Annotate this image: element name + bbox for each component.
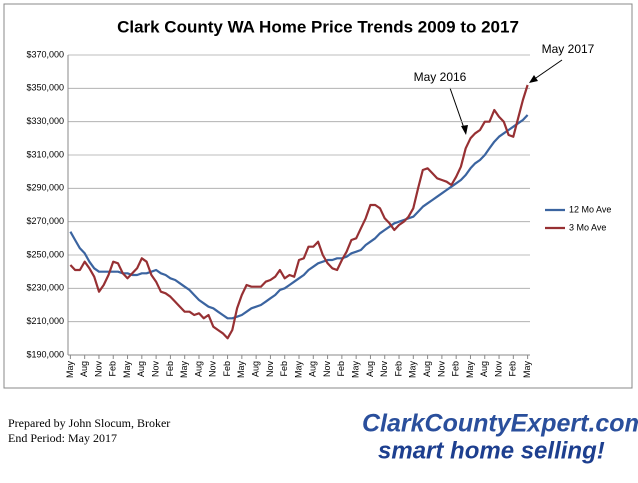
x-tick-label: Aug xyxy=(308,361,318,377)
series-line xyxy=(69,84,529,340)
arrowhead xyxy=(461,125,468,135)
slogan: smart home selling! xyxy=(378,437,605,464)
y-tick-label: $190,000 xyxy=(26,349,64,359)
series-line xyxy=(69,114,529,320)
x-tick-label: Aug xyxy=(136,361,146,377)
x-tick-label: Nov xyxy=(93,361,103,378)
x-tick-label: May xyxy=(465,361,475,379)
arrowhead xyxy=(529,75,538,83)
x-tick-label: May xyxy=(408,361,418,379)
x-tick-label: May xyxy=(351,361,361,379)
x-tick-label: May xyxy=(236,361,246,379)
y-tick-label: $270,000 xyxy=(26,216,64,226)
x-tick-label: Nov xyxy=(150,361,160,378)
x-tick-label: Feb xyxy=(165,361,175,377)
x-tick-label: Nov xyxy=(265,361,275,378)
x-tick-label: Feb xyxy=(451,361,461,377)
y-tick-label: $310,000 xyxy=(26,149,64,159)
legend-label: 3 Mo Ave xyxy=(569,222,606,232)
x-tick-label: May xyxy=(122,361,132,379)
x-tick-label: Feb xyxy=(393,361,403,377)
annotation: May 2016 xyxy=(414,70,467,84)
y-tick-label: $230,000 xyxy=(26,283,64,293)
x-tick-label: Feb xyxy=(222,361,232,377)
x-tick-label: Nov xyxy=(208,361,218,378)
x-tick-label: Nov xyxy=(379,361,389,378)
x-tick-label: Nov xyxy=(493,361,503,378)
x-tick-label: Aug xyxy=(422,361,432,377)
x-tick-label: Feb xyxy=(508,361,518,377)
x-tick-label: Nov xyxy=(436,361,446,378)
annotation: May 2017 xyxy=(542,42,595,56)
x-tick-label: Feb xyxy=(279,361,289,377)
x-tick-label: May xyxy=(522,361,532,379)
y-tick-label: $210,000 xyxy=(26,316,64,326)
chart-frame xyxy=(3,3,633,389)
annotation-arrow xyxy=(449,87,466,132)
x-tick-label: May xyxy=(179,361,189,379)
footer-text: Prepared by John Slocum, Broker xyxy=(8,416,170,430)
x-tick-label: Feb xyxy=(336,361,346,377)
y-tick-label: $350,000 xyxy=(26,83,64,93)
chart-title: Clark County WA Home Price Trends 2009 t… xyxy=(117,17,519,36)
y-tick-label: $250,000 xyxy=(26,249,64,259)
annotation-arrow xyxy=(532,59,563,81)
x-tick-label: May xyxy=(293,361,303,379)
x-tick-label: Aug xyxy=(193,361,203,377)
x-tick-label: Aug xyxy=(251,361,261,377)
legend-label: 12 Mo Ave xyxy=(569,204,611,214)
y-tick-label: $330,000 xyxy=(26,116,64,126)
x-tick-label: Feb xyxy=(108,361,118,377)
x-tick-label: Aug xyxy=(479,361,489,377)
x-tick-label: Aug xyxy=(79,361,89,377)
x-tick-label: Aug xyxy=(365,361,375,377)
x-tick-label: Nov xyxy=(322,361,332,378)
footer-text: End Period: May 2017 xyxy=(8,431,117,445)
y-tick-label: $370,000 xyxy=(26,49,64,59)
y-tick-label: $290,000 xyxy=(26,183,64,193)
logo: ClarkCountyExpert.com xyxy=(362,410,638,438)
x-tick-label: May xyxy=(65,361,75,379)
